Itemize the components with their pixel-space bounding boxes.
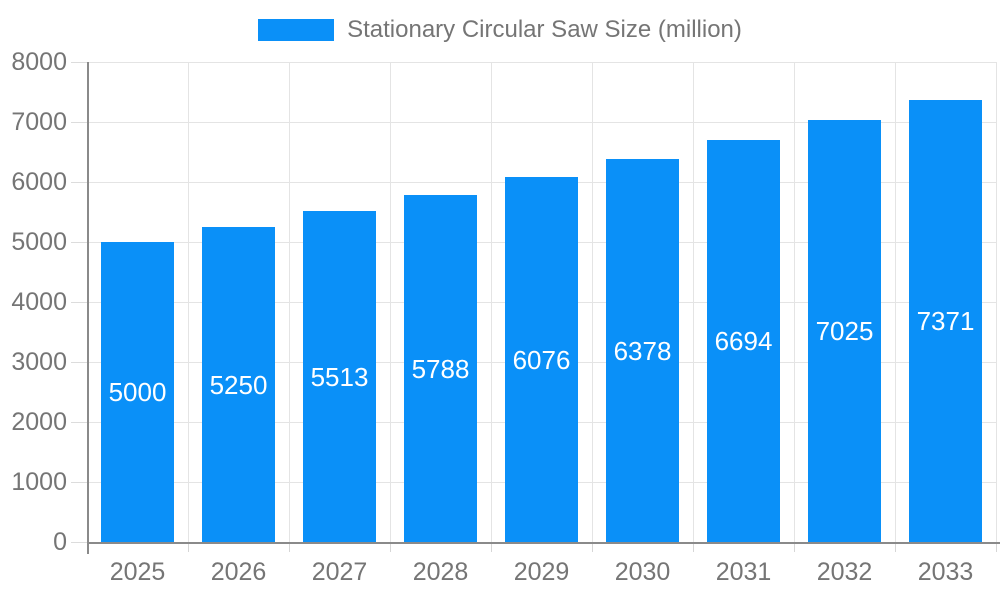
x-axis-tick [491, 542, 492, 552]
bar-2030[interactable]: 6378 [606, 159, 679, 542]
gridline-vertical [693, 62, 694, 542]
bar-value-label: 5513 [310, 361, 369, 392]
gridline-vertical [188, 62, 189, 542]
x-axis-tick [794, 542, 795, 552]
y-axis-label: 1000 [11, 468, 67, 496]
gridline-vertical [390, 62, 391, 542]
y-axis-tick [71, 182, 87, 183]
bar-2032[interactable]: 7025 [808, 120, 881, 542]
bar-value-label: 5000 [108, 377, 167, 407]
x-axis-tick [996, 542, 997, 552]
y-axis-tick [71, 482, 87, 483]
legend-swatch-icon [258, 19, 335, 41]
gridline-vertical [895, 62, 896, 542]
bar-2027[interactable]: 5513 [303, 211, 376, 542]
y-axis-label: 2000 [11, 408, 67, 436]
x-axis-label-2028: 2028 [412, 558, 469, 586]
gridline-vertical [794, 62, 795, 542]
bar-value-label: 5250 [209, 369, 268, 400]
bar-value-label: 5788 [411, 353, 470, 384]
bar-value-label: 6076 [512, 344, 571, 375]
bar-value-label: 7371 [916, 306, 975, 336]
y-axis-label: 7000 [11, 108, 67, 136]
x-axis-line [87, 542, 1000, 544]
gridline-horizontal [87, 122, 996, 123]
x-axis-label-2025: 2025 [109, 558, 166, 586]
gridline-vertical [592, 62, 593, 542]
x-axis-label-2030: 2030 [614, 558, 671, 586]
y-axis-tick [71, 122, 87, 123]
y-axis-tick [71, 302, 87, 303]
bar-value-label: 6694 [714, 326, 773, 356]
y-axis-tick [71, 362, 87, 363]
bar-2031[interactable]: 6694 [707, 140, 780, 542]
x-axis-label-2032: 2032 [816, 558, 873, 586]
x-axis-tick [390, 542, 391, 552]
y-axis-tick [71, 542, 87, 543]
y-axis-tick [71, 62, 87, 63]
x-axis-tick [895, 542, 896, 552]
bar-2026[interactable]: 5250 [202, 227, 275, 542]
gridline-vertical [491, 62, 492, 542]
gridline-vertical [289, 62, 290, 542]
x-axis-label-2026: 2026 [210, 558, 267, 586]
bar-value-label: 6378 [613, 335, 672, 366]
y-axis-label: 4000 [11, 288, 67, 316]
x-axis-label-2033: 2033 [917, 558, 974, 586]
y-axis-label: 5000 [11, 228, 67, 256]
bar-value-label: 7025 [815, 316, 874, 346]
bar-2033[interactable]: 7371 [909, 100, 982, 542]
y-axis-label: 8000 [11, 48, 67, 76]
legend-label: Stationary Circular Saw Size (million) [347, 16, 742, 43]
y-axis-line [87, 62, 89, 554]
y-axis-label: 3000 [11, 348, 67, 376]
gridline-vertical [996, 62, 997, 542]
x-axis-label-2029: 2029 [513, 558, 570, 586]
bar-2025[interactable]: 5000 [101, 242, 174, 542]
x-axis-label-2027: 2027 [311, 558, 368, 586]
x-axis-tick [592, 542, 593, 552]
gridline-horizontal [87, 62, 996, 63]
y-axis-label: 0 [53, 528, 67, 556]
x-axis-tick [188, 542, 189, 552]
bar-2029[interactable]: 6076 [505, 177, 578, 542]
x-axis-label-2031: 2031 [715, 558, 772, 586]
x-axis-tick [693, 542, 694, 552]
y-axis-tick [71, 242, 87, 243]
x-axis-tick [289, 542, 290, 552]
y-axis-label: 6000 [11, 168, 67, 196]
legend[interactable]: Stationary Circular Saw Size (million) [0, 16, 1000, 44]
y-axis-tick [71, 422, 87, 423]
bar-2028[interactable]: 5788 [404, 195, 477, 542]
